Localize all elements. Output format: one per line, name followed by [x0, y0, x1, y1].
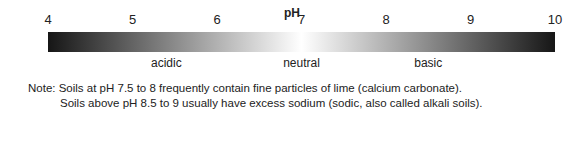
svg-text:10: 10 — [548, 12, 562, 27]
svg-text:7: 7 — [297, 12, 306, 27]
svg-text:9: 9 — [467, 12, 474, 27]
svg-text:Soils above pH 8.5 to 9 usuall: Soils above pH 8.5 to 9 usually have exc… — [60, 97, 483, 109]
svg-text:6: 6 — [213, 12, 220, 27]
svg-text:8: 8 — [382, 12, 389, 27]
svg-text:neutral: neutral — [283, 56, 320, 70]
svg-text:4: 4 — [44, 12, 51, 27]
svg-text:basic: basic — [414, 56, 442, 70]
svg-text:5: 5 — [129, 12, 136, 27]
svg-text:Note: Soils at pH 7.5 to 8 fre: Note: Soils at pH 7.5 to 8 frequently co… — [28, 82, 462, 94]
svg-text:pH: pH — [284, 6, 300, 20]
svg-text:acidic: acidic — [151, 56, 182, 70]
